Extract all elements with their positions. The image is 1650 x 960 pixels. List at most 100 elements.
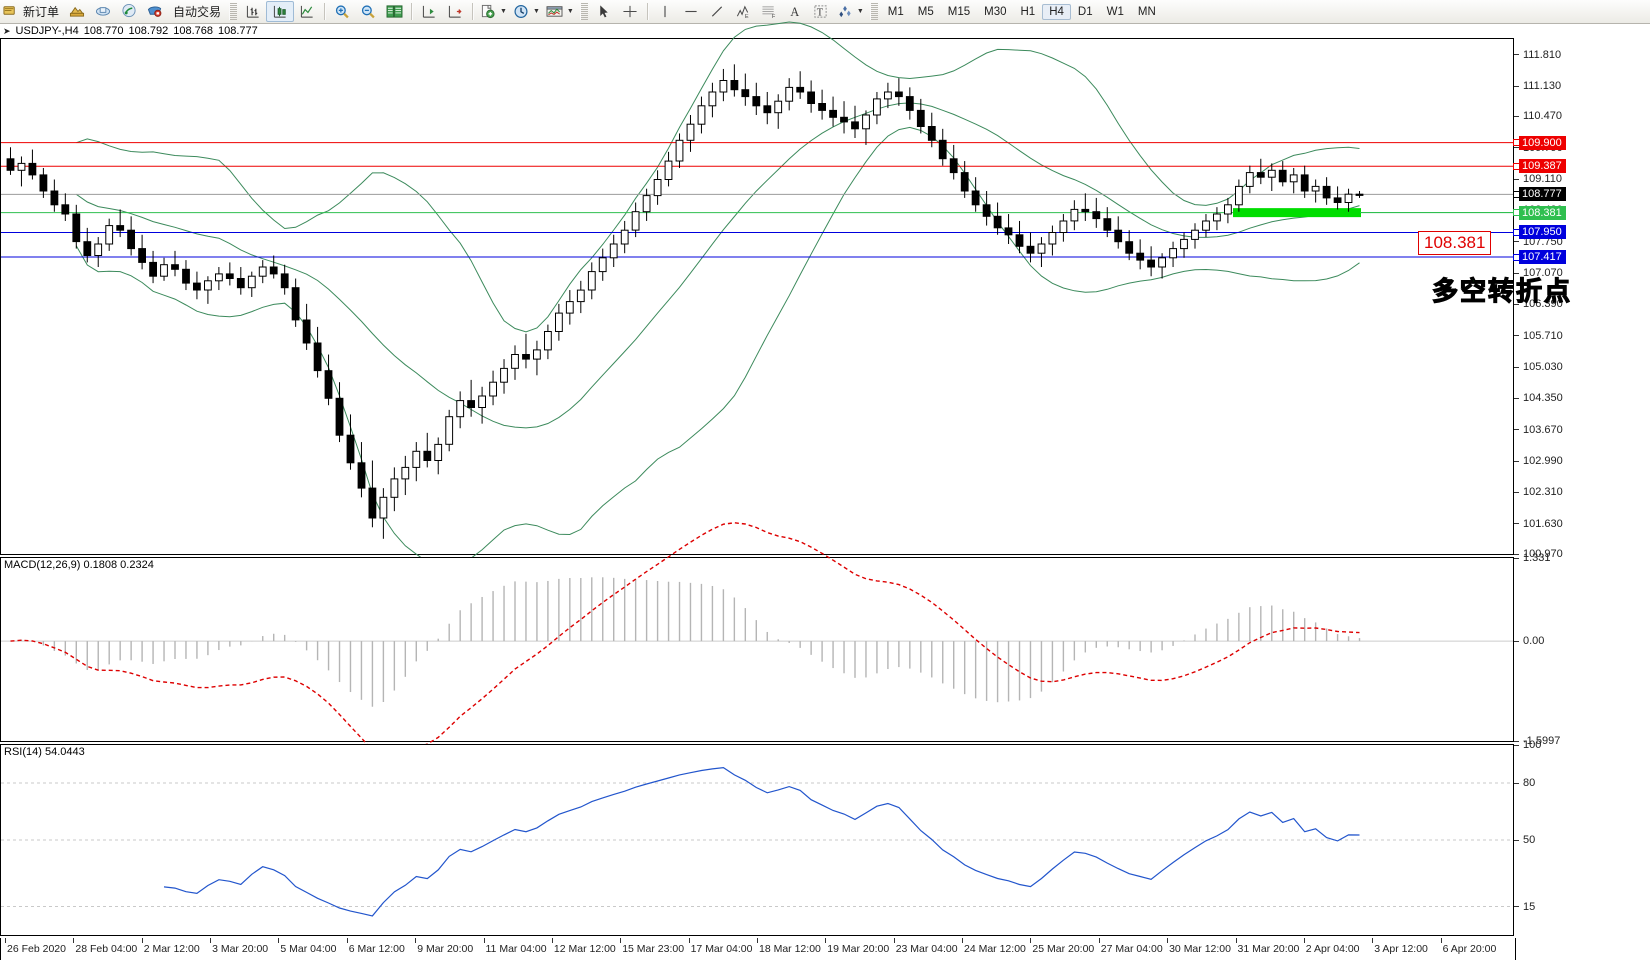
level-handle[interactable] [1513,162,1520,170]
candle [1202,214,1210,238]
price-tag-horizontal-line-blue[interactable]: 107.417 [1519,250,1566,265]
text-label-icon[interactable]: T [808,1,834,22]
candle [1245,165,1254,194]
expert-advisors-button[interactable] [64,1,90,22]
candle [1300,165,1309,198]
vertical-line-icon[interactable] [652,1,678,22]
candle [335,382,344,443]
candle [1092,197,1101,228]
candlestick-chart-icon[interactable] [266,1,295,22]
periodicity-caret-icon[interactable]: ▼ [532,8,540,15]
new-order-icon [3,3,18,21]
price-axis[interactable]: 111.810111.130110.470109.790109.110108.4… [1513,38,1650,560]
candle [105,218,114,251]
periodicity-button[interactable]: ▼ [510,1,543,22]
bollinger-upper-band [76,21,1360,333]
timeframe-m15[interactable]: M15 [947,5,971,18]
candle [127,216,135,256]
templates-caret-icon[interactable]: ▼ [566,8,574,15]
shapes-caret-icon[interactable]: ▼ [856,8,864,15]
autotrade-button[interactable]: 自动交易 [168,1,226,22]
auto-scroll-icon[interactable] [416,1,442,22]
candle [741,73,750,106]
timeframe-d1[interactable]: D1 [1077,5,1093,18]
toolbar-scroll-group [416,0,468,23]
candle [116,209,125,238]
candle [522,333,530,369]
line-chart-icon[interactable] [294,1,320,22]
toolbar-grip-draw[interactable] [579,3,588,20]
level-handle[interactable] [1513,139,1520,147]
new-chart-caret-icon[interactable]: ▼ [500,8,507,15]
candle [938,128,947,166]
candle [730,64,739,97]
timeframe-group: M1 M5 M15 M30 H1 H4 D1 W1 MN [881,0,1163,23]
zoom-out-icon[interactable] [355,1,381,22]
toolbar-grip-charts[interactable] [229,3,238,20]
level-handle[interactable] [1513,190,1520,198]
timeframe-w1[interactable]: W1 [1106,5,1124,18]
level-handle[interactable] [1513,228,1520,236]
horizontal-line-icon[interactable] [678,1,704,22]
toolbar-divider-4 [646,3,648,20]
news-icon [147,3,163,21]
elliott-wave-icon[interactable]: E [730,1,756,22]
fibonacci-icon[interactable]: F [756,1,782,22]
timeframe-m30[interactable]: M30 [984,5,1007,18]
price-tag-horizontal-line-green[interactable]: 108.381 [1519,205,1566,220]
signals-button[interactable] [116,1,142,22]
text-icon[interactable]: A [782,1,808,22]
candle [719,68,728,102]
toolbar-insert-group: ▼ ▼ ▼ [477,0,577,23]
price-tag-last-price[interactable]: 108.777 [1519,187,1566,202]
time-axis[interactable]: 26 Feb 2020 28 Feb 04:00 2 Mar 12:00 3 Mar … [0,938,1516,960]
timeframe-mn[interactable]: MN [1137,5,1156,18]
timeframe-m1[interactable]: M1 [887,5,904,18]
news-button[interactable] [142,1,168,22]
price-tick: 105.030 [1514,361,1563,373]
macd-pane[interactable]: MACD(12,26,9) 0.1808 0.2324 [0,522,1514,757]
trendline-icon[interactable] [704,1,730,22]
candle [664,151,673,187]
candle [1344,188,1353,212]
rsi-axis: 100 80 50 15 [1514,739,1650,936]
timeframe-m5[interactable]: M5 [917,5,934,18]
cursor-icon[interactable] [591,1,617,22]
main-price-pane[interactable] [0,21,1514,566]
timeframe-h4[interactable]: H4 [1042,3,1071,20]
new-order-button[interactable]: 新订单 [0,1,64,22]
toolbar-divider-1 [324,3,326,20]
candle [1103,207,1112,238]
rsi-pane[interactable]: RSI(14) 54.0443 [0,744,1514,936]
data-window-icon[interactable] [381,1,407,22]
templates-button[interactable]: ▼ [543,1,577,22]
candle [862,110,870,145]
price-tag-horizontal-line-red[interactable]: 109.900 [1519,135,1566,150]
candle [774,94,783,129]
new-chart-button[interactable]: ▼ [477,1,510,22]
bar-chart-icon[interactable] [240,1,266,22]
candle [1180,232,1188,258]
candle [28,149,37,180]
cloud-button[interactable] [90,1,116,22]
level-handle[interactable] [1513,209,1520,217]
candle [39,167,48,198]
price-tag-horizontal-line-blue[interactable]: 107.950 [1519,225,1566,240]
timeframe-h1[interactable]: H1 [1020,5,1036,18]
chart-area[interactable]: 111.810111.130110.470109.790109.110108.4… [0,21,1650,960]
toolbar-grip-periods[interactable] [869,3,878,20]
candle [500,359,508,394]
candle [1333,186,1342,210]
candle [993,202,1002,235]
shapes-icon[interactable]: ▼ [834,1,867,22]
price-tick: 106.390 [1514,298,1563,310]
crosshair-icon[interactable] [617,1,643,22]
turning-point-note[interactable]: 多空转折点 [1431,275,1573,306]
zoom-in-icon[interactable] [329,1,355,22]
level-callout[interactable]: 108.381 [1418,231,1492,255]
chart-shift-icon[interactable] [442,1,468,22]
level-handle[interactable] [1513,253,1520,261]
price-tag-horizontal-line-red[interactable]: 109.387 [1519,159,1566,174]
candle [533,340,541,376]
candle [72,204,81,249]
